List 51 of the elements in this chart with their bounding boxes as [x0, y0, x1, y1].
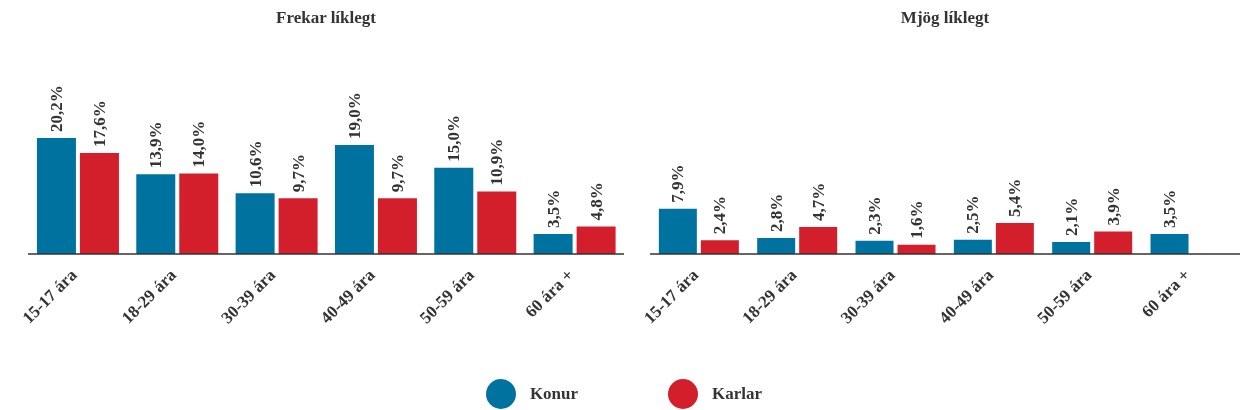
data-label: 2,4%	[710, 195, 730, 235]
bar	[334, 144, 374, 254]
bar	[1094, 231, 1133, 254]
bar	[757, 237, 796, 254]
bar	[434, 167, 474, 254]
chart-title: Mjög líklegt	[899, 8, 991, 29]
data-label: 4,7%	[808, 182, 828, 222]
x-tick-label: 60 ára +	[521, 265, 578, 322]
bar	[36, 138, 76, 254]
bar	[576, 226, 616, 254]
data-label: 15,0%	[444, 115, 464, 162]
data-label: 17,6%	[89, 100, 109, 147]
data-label: 7,9%	[668, 164, 688, 203]
data-label: 13,9%	[146, 121, 166, 169]
bar	[658, 208, 697, 254]
bar	[377, 198, 417, 254]
data-label: 20,2%	[46, 85, 66, 132]
data-label: 2,1%	[1061, 197, 1081, 236]
bar	[79, 152, 119, 254]
bar	[477, 191, 517, 254]
data-label: 14,0%	[189, 120, 209, 168]
bar	[179, 173, 219, 254]
data-label: 10,6%	[245, 140, 265, 188]
bar	[278, 198, 318, 254]
data-label: 1,6%	[907, 200, 927, 239]
bar	[799, 227, 838, 254]
bar	[700, 240, 739, 254]
data-label: 2,3%	[865, 196, 885, 235]
data-label: 3,5%	[1160, 189, 1180, 228]
bar	[1052, 241, 1091, 254]
data-label: 9,7%	[288, 154, 308, 193]
data-label: 9,7%	[387, 154, 407, 193]
data-label: 2,8%	[766, 193, 786, 232]
bar	[995, 222, 1034, 254]
data-label: 10,9%	[487, 138, 507, 186]
bar	[953, 239, 992, 254]
bar	[533, 233, 573, 254]
data-label: 3,9%	[1103, 187, 1123, 226]
bar	[136, 174, 176, 254]
data-label: 5,4%	[1005, 178, 1025, 217]
bar	[1150, 233, 1189, 254]
bar	[235, 193, 275, 254]
chart-title: Frekar líklegt	[275, 8, 377, 29]
legend-label: Karlar	[712, 384, 763, 404]
data-label: 2,5%	[963, 195, 983, 234]
legend-label: Konur	[529, 384, 579, 404]
data-label: 3,5%	[543, 189, 563, 228]
bar	[855, 240, 894, 254]
data-label: 4,8%	[586, 182, 606, 221]
x-tick-label: 60 ára +	[1137, 265, 1194, 322]
data-label: 19,0%	[344, 92, 364, 139]
